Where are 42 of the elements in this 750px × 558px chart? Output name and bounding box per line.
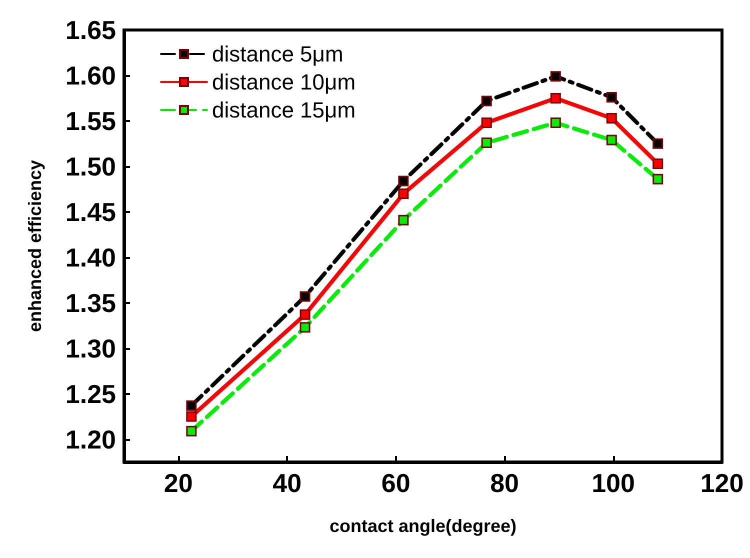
point <box>481 138 492 148</box>
y-tick-label: 1.25 <box>65 378 116 409</box>
point <box>300 291 310 302</box>
y-axis-title: enhanced efficiency <box>25 160 45 332</box>
point <box>652 174 664 184</box>
point <box>606 92 617 103</box>
legend-label: distance 15μm <box>212 98 356 122</box>
y-tick-label: 1.35 <box>65 288 116 318</box>
y-tick-label: 1.40 <box>65 242 116 272</box>
point <box>300 309 310 320</box>
legend-label: distance 5μm <box>212 42 344 66</box>
point <box>550 118 561 128</box>
point <box>481 96 492 106</box>
x-tick-label: 80 <box>490 468 520 498</box>
point <box>652 158 664 169</box>
point <box>398 188 409 199</box>
point <box>186 426 197 436</box>
y-tick-label: 1.30 <box>65 333 116 364</box>
y-tick-label: 1.60 <box>65 60 116 90</box>
x-tick-label: 40 <box>272 468 302 498</box>
x-tick-label: 60 <box>381 468 410 498</box>
x-tick-label: 20 <box>164 468 193 498</box>
point <box>652 138 664 149</box>
y-tick-label: 1.50 <box>65 151 116 182</box>
point <box>550 92 561 104</box>
x-tick-label: 120 <box>700 468 744 498</box>
x-axis-title: contact angle(degree) <box>329 516 517 536</box>
y-tick-label: 1.65 <box>65 15 116 45</box>
y-tick-label: 1.20 <box>65 424 116 454</box>
point <box>398 214 409 226</box>
point <box>550 71 561 82</box>
x-tick-label: 100 <box>592 468 635 498</box>
point <box>606 112 617 124</box>
point <box>398 176 409 186</box>
point <box>481 118 492 128</box>
y-tick-label: 1.55 <box>65 106 116 136</box>
point <box>186 411 197 422</box>
y-tick-label: 1.45 <box>65 196 116 227</box>
point <box>186 400 197 411</box>
point <box>300 322 310 333</box>
legend-label: distance 10μm <box>212 70 356 94</box>
point <box>606 134 617 146</box>
